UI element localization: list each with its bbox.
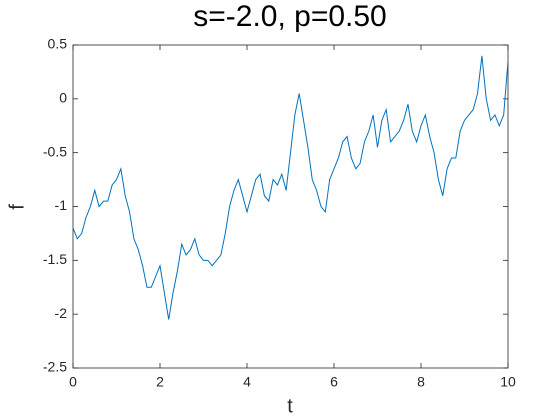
chart-title: s=-2.0, p=0.50 (193, 0, 386, 33)
plot-box (72, 44, 509, 369)
x-tick-label: 10 (500, 374, 516, 390)
y-tick-label: 0.5 (48, 36, 68, 52)
y-tick-label: -2.5 (43, 359, 67, 375)
x-axis-label: t (287, 395, 293, 417)
x-tick-label: 4 (243, 374, 251, 390)
y-tick-label: -2 (55, 305, 68, 321)
y-tick-label: -1 (55, 197, 68, 213)
y-axis-label: f (6, 204, 28, 210)
y-tick-label: -1.5 (43, 251, 67, 267)
x-tick-label: 2 (156, 374, 164, 390)
x-tick-label: 8 (417, 374, 425, 390)
x-tick-label: 0 (69, 374, 77, 390)
series-line (72, 55, 509, 320)
x-tick-label: 6 (330, 374, 338, 390)
y-tick-label: 0 (59, 90, 67, 106)
y-tick-label: -0.5 (43, 143, 67, 159)
